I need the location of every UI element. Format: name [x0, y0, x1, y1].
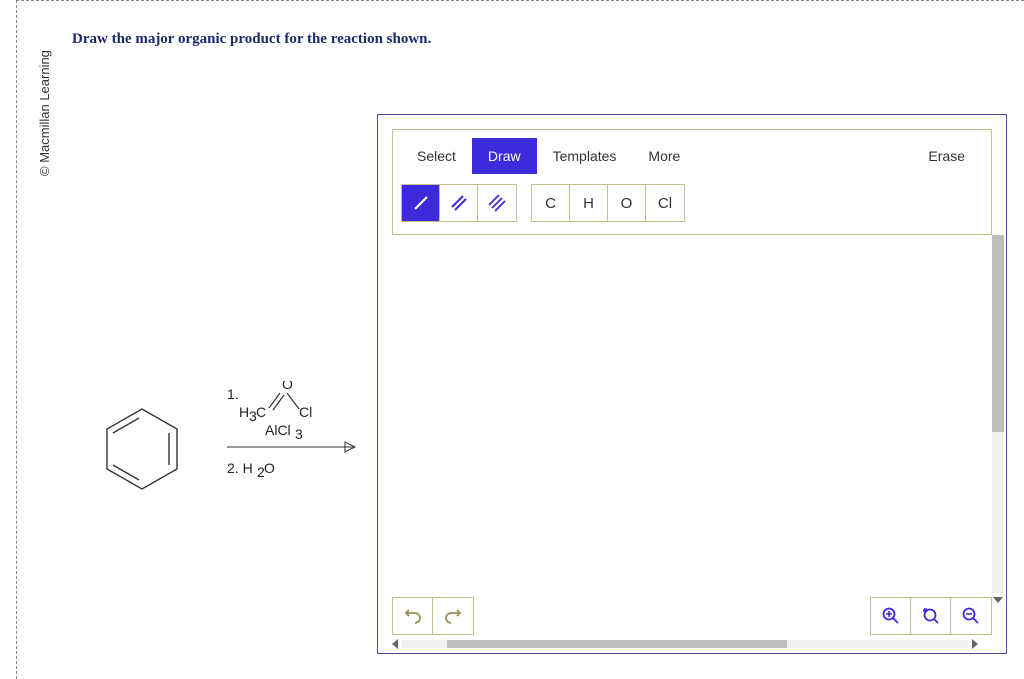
zoom-group — [870, 597, 992, 635]
benzene-structure — [97, 401, 187, 501]
mode-row: Select Draw Templates More Erase — [397, 134, 987, 178]
erase-button[interactable]: Erase — [910, 138, 983, 174]
double-bond-button[interactable] — [440, 185, 478, 221]
drawing-canvas[interactable] — [392, 235, 992, 595]
zoom-out-button[interactable] — [951, 598, 991, 634]
bottom-toolbar — [392, 597, 992, 635]
carbonyl-o: O — [282, 381, 293, 392]
question-prompt: Draw the major organic product for the r… — [72, 31, 431, 48]
step1-label: 1. — [227, 386, 239, 402]
hscroll-thumb[interactable] — [447, 640, 787, 648]
select-mode-button[interactable]: Select — [401, 138, 472, 174]
svg-text:C: C — [256, 404, 266, 420]
atom-tool-group: C H O Cl — [531, 184, 685, 222]
single-bond-button[interactable] — [402, 185, 440, 221]
zoom-in-button[interactable] — [871, 598, 911, 634]
atom-cl-button[interactable]: Cl — [646, 185, 684, 221]
vscroll-thumb[interactable] — [992, 235, 1004, 432]
svg-text:O: O — [264, 460, 275, 476]
undo-button[interactable] — [393, 598, 433, 634]
copyright-text: © Macmillan Learning — [37, 50, 52, 176]
svg-text:H: H — [239, 404, 249, 420]
reaction-arrow: 1. O H 3 C Cl AlCl 3 2. H 2 O — [227, 381, 357, 511]
reaction-scheme: 1. O H 3 C Cl AlCl 3 2. H 2 O — [87, 371, 367, 521]
vertical-scrollbar[interactable] — [992, 235, 1004, 593]
svg-text:3: 3 — [295, 426, 303, 442]
svg-text:AlCl: AlCl — [265, 422, 291, 438]
hscroll-left-icon[interactable] — [392, 639, 398, 649]
redo-button[interactable] — [433, 598, 473, 634]
history-group — [392, 597, 474, 635]
bond-tool-group — [401, 184, 517, 222]
atom-o-button[interactable]: O — [608, 185, 646, 221]
zoom-fit-button[interactable] — [911, 598, 951, 634]
draw-mode-button[interactable]: Draw — [472, 138, 537, 174]
editor-toolbar: Select Draw Templates More Erase C H O C… — [392, 129, 992, 235]
question-frame: © Macmillan Learning Draw the major orga… — [16, 0, 1024, 679]
templates-mode-button[interactable]: Templates — [537, 138, 633, 174]
triple-bond-button[interactable] — [478, 185, 516, 221]
structure-editor: Select Draw Templates More Erase C H O C… — [377, 114, 1007, 654]
tool-row: C H O Cl — [397, 178, 987, 224]
svg-text:Cl: Cl — [299, 404, 312, 420]
hscroll-right-icon[interactable] — [972, 639, 978, 649]
horizontal-scrollbar[interactable] — [392, 637, 978, 651]
more-mode-button[interactable]: More — [632, 138, 696, 174]
atom-c-button[interactable]: C — [532, 185, 570, 221]
vscroll-down-icon[interactable] — [992, 597, 1004, 609]
svg-text:2. H: 2. H — [227, 460, 253, 476]
atom-h-button[interactable]: H — [570, 185, 608, 221]
hscroll-track[interactable] — [402, 640, 968, 648]
